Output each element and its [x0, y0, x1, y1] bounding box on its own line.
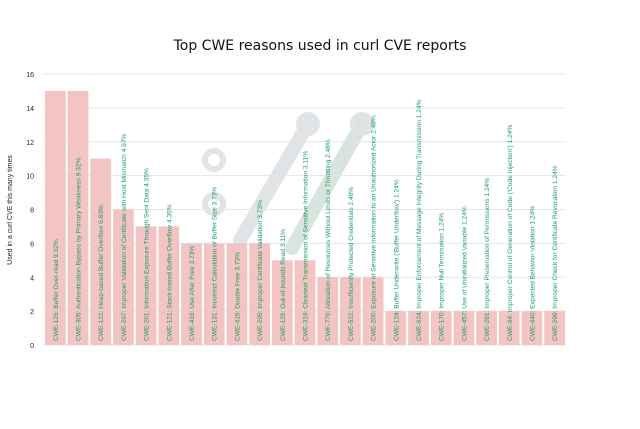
bar-label: CWE-131: Incorrect Calculation of Buffer…: [212, 187, 219, 341]
bar: [203, 243, 225, 345]
bar: [476, 311, 497, 345]
y-tick-layer: 0 2 4 6 8 10 12 14 16: [26, 72, 34, 350]
y-tick-label: 10: [26, 174, 34, 181]
bar-label: CWE-415: Double Free 3.73%: [234, 252, 241, 341]
bar: [226, 243, 248, 345]
y-tick-label: 4: [30, 275, 34, 282]
bar: [249, 243, 270, 345]
bar: [113, 209, 134, 345]
bar: [430, 311, 452, 345]
y-tick-label: 6: [30, 241, 34, 248]
watermark-slash: [285, 117, 369, 255]
y-tick-label: 14: [26, 106, 34, 113]
watermark-dot: [202, 192, 226, 216]
bar: [385, 311, 407, 345]
bar-label: CWE-200: Exposure of Sensitive Informati…: [371, 115, 378, 341]
bar: [521, 311, 543, 345]
curl-logo-watermark: [202, 112, 374, 255]
bar-label: CWE-94: Improper Control of Generation o…: [507, 125, 514, 341]
bar: [90, 158, 112, 345]
bar-label: CWE-126: Buffer Over-read 9.32%: [53, 239, 60, 341]
bar: [544, 311, 565, 345]
bar-label: CWE-281: Improper Preservation of Permis…: [484, 178, 491, 341]
bar-label: CWE-125: Out-of-bounds Read 3.11%: [280, 229, 287, 341]
bar: [317, 277, 339, 345]
bar-label: CWE-416: Use After Free 3.73%: [189, 246, 196, 341]
bar-label-layer: CWE-126: Buffer Over-read 9.32% CWE-305: …: [53, 99, 559, 341]
bar: [294, 260, 316, 345]
y-tick-label: 12: [26, 140, 34, 147]
bar: [453, 311, 475, 345]
y-tick-label: 0: [30, 343, 34, 350]
bar-label: CWE-299: Improper Check for Certificate …: [552, 165, 559, 341]
watermark-dot: [296, 112, 320, 136]
watermark-dot: [202, 148, 226, 172]
bar: [158, 226, 180, 345]
bar: [135, 226, 157, 345]
bar-label: CWE-122: Heap-based Buffer Overflow 6.83…: [98, 205, 105, 341]
bar-label: CWE-201: Information Exposure Through Se…: [144, 168, 151, 341]
bar-label: CWE-170: Improper Null Termination 1.24%: [439, 213, 446, 341]
y-tick-label: 16: [26, 72, 34, 79]
bar-label: CWE-440: Expected Behavior Violation 1.2…: [529, 206, 536, 341]
bar-layer: [45, 90, 565, 345]
bar-label: CWE-924: Improper Enforcement of Message…: [416, 99, 423, 341]
bar-label: CWE-295: Improper Certificate Validation…: [257, 200, 264, 341]
chart-title: Top CWE reasons used in curl CVE reports: [173, 38, 467, 54]
bar: [45, 90, 66, 345]
bar: [271, 260, 293, 345]
bar: [498, 311, 520, 345]
bar-label: CWE-124: Buffer Underwrite ('Buffer Unde…: [393, 179, 400, 341]
y-tick-label: 2: [30, 309, 34, 316]
bar-label: CWE-121: Stack-based Buffer Overflow 4.3…: [166, 204, 173, 341]
bar-label: CWE-522: Insufficiently Protected Creden…: [348, 187, 355, 341]
bar: [181, 243, 202, 345]
watermark-slash: [233, 117, 315, 247]
watermark-dot: [350, 112, 374, 136]
y-tick-label: 8: [30, 208, 34, 215]
bar: [408, 311, 429, 345]
bar: [362, 277, 384, 345]
bar-label: CWE-319: Cleartext Transmission of Sensi…: [303, 151, 310, 341]
bar: [67, 90, 89, 345]
bar: [340, 277, 361, 345]
bar-label: CWE-305: Authentication Bypass by Primar…: [76, 157, 83, 341]
bar-label: CWE-770: Allocation of Resources Without…: [325, 139, 332, 341]
bar-label: CWE-297: Improper Validation of Certific…: [121, 134, 128, 341]
bar-label: CWE-457: Use of Uninitialized Variable 1…: [461, 206, 468, 341]
y-axis-label: Used in a curl CVE this many times: [7, 155, 14, 265]
